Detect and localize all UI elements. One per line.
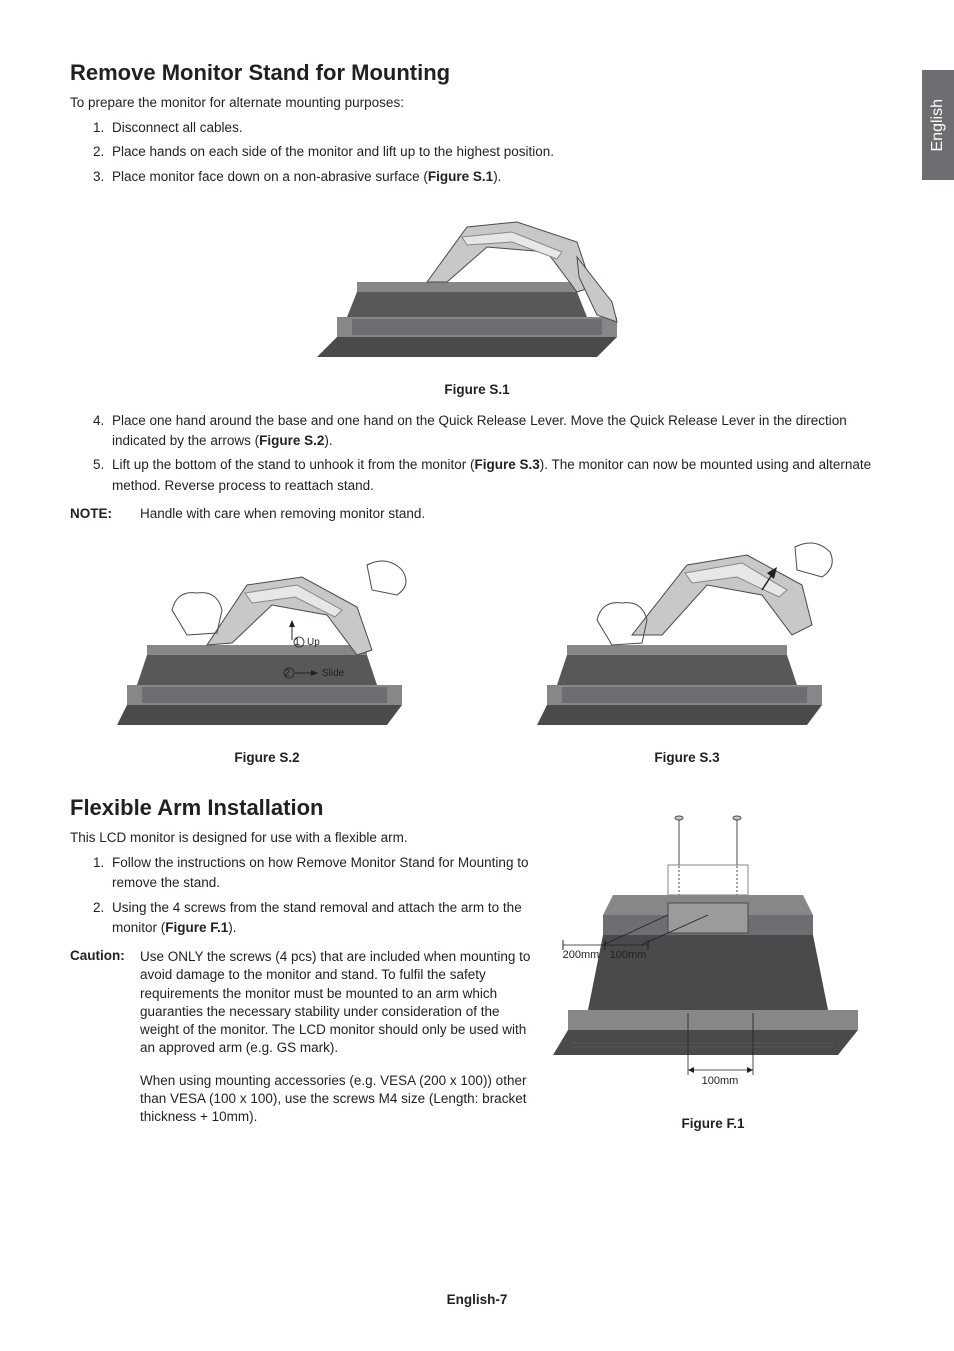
note-text: Handle with care when removing monitor s… — [140, 506, 425, 521]
svg-text:Up: Up — [307, 637, 320, 648]
svg-text:100mm: 100mm — [702, 1075, 739, 1087]
figure-s3: Figure S.3 — [537, 535, 837, 765]
figure-f1-svg: 200mm 100mm 100mm — [553, 795, 873, 1095]
note-label: NOTE: — [70, 506, 140, 521]
figure-s3-caption: Figure S.3 — [537, 750, 837, 765]
page-footer: English-7 — [0, 1292, 954, 1307]
figure-f1-caption: Figure F.1 — [542, 1116, 884, 1131]
page: English Remove Monitor Stand for Mountin… — [0, 0, 954, 1351]
svg-text:1: 1 — [294, 637, 300, 648]
caution-p2: When using mounting accessories (e.g. VE… — [140, 1072, 542, 1127]
section2: Flexible Arm Installation This LCD monit… — [70, 795, 884, 1132]
figure-s1: Figure S.1 — [70, 197, 884, 397]
svg-text:2: 2 — [284, 668, 290, 679]
note-row: NOTE: Handle with care when removing mon… — [70, 506, 884, 521]
figure-s1-caption: Figure S.1 — [70, 382, 884, 397]
list-item: Using the 4 screws from the stand remova… — [108, 898, 542, 939]
section1-heading: Remove Monitor Stand for Mounting — [70, 60, 884, 86]
figure-f1: 200mm 100mm 100mm Figure F.1 — [542, 795, 884, 1132]
figure-s2-caption: Figure S.2 — [117, 750, 417, 765]
figure-s2: 1 Up 2 Slide Figure S.2 — [117, 535, 417, 765]
svg-text:100mm: 100mm — [610, 949, 647, 961]
figures-s2-s3: 1 Up 2 Slide Figure S.2 — [70, 535, 884, 765]
figure-s3-svg — [537, 535, 837, 735]
svg-text:200mm: 200mm — [563, 949, 600, 961]
caution-row: Caution: Use ONLY the screws (4 pcs) tha… — [70, 948, 542, 1132]
list-item: Lift up the bottom of the stand to unhoo… — [108, 455, 884, 496]
section1-steps-b: Place one hand around the base and one h… — [70, 411, 884, 496]
figure-s1-svg — [317, 197, 637, 367]
section2-text: Flexible Arm Installation This LCD monit… — [70, 795, 542, 1132]
list-item: Place monitor face down on a non-abrasiv… — [108, 167, 884, 187]
language-tab-text: English — [929, 99, 947, 151]
caution-label: Caution: — [70, 948, 140, 1132]
language-tab: English — [922, 70, 954, 180]
section2-intro: This LCD monitor is designed for use wit… — [70, 829, 542, 847]
caution-p1: Use ONLY the screws (4 pcs) that are inc… — [140, 948, 542, 1057]
list-item: Disconnect all cables. — [108, 118, 884, 138]
list-item: Place hands on each side of the monitor … — [108, 142, 884, 162]
figure-s2-svg: 1 Up 2 Slide — [117, 535, 417, 735]
svg-text:Slide: Slide — [322, 668, 345, 679]
section1-steps-a: Disconnect all cables. Place hands on ea… — [70, 118, 884, 187]
list-item: Follow the instructions on how Remove Mo… — [108, 853, 542, 894]
section1-intro: To prepare the monitor for alternate mou… — [70, 94, 884, 112]
section2-steps: Follow the instructions on how Remove Mo… — [70, 853, 542, 938]
list-item: Place one hand around the base and one h… — [108, 411, 884, 452]
caution-body: Use ONLY the screws (4 pcs) that are inc… — [140, 948, 542, 1132]
section2-heading: Flexible Arm Installation — [70, 795, 542, 821]
